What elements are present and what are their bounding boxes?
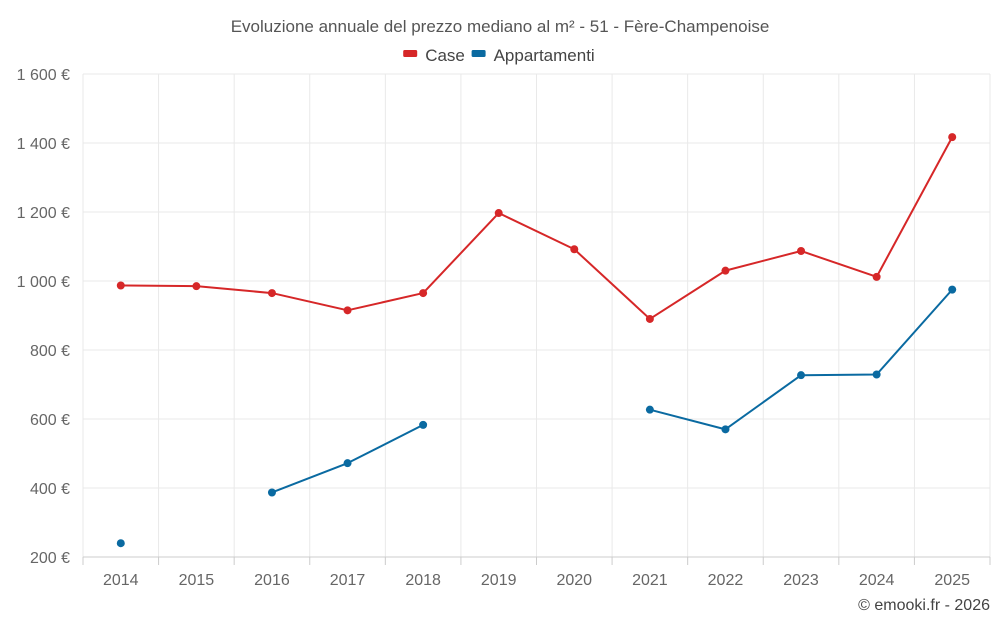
copyright-text: © emooki.fr - 2026 [858,597,990,614]
x-tick-label: 2017 [330,572,366,589]
chart-title: Evoluzione annuale del prezzo mediano al… [231,17,770,36]
y-tick-label: 1 000 € [17,274,70,291]
x-tick-label: 2020 [556,572,592,589]
y-tick-label: 800 € [30,343,70,360]
y-tick-label: 600 € [30,412,70,429]
data-point[interactable] [192,282,201,291]
data-point[interactable] [116,539,125,548]
legend-label: Case [425,46,465,65]
data-point[interactable] [721,425,730,434]
legend-swatch [403,50,418,57]
y-tick-label: 1 600 € [17,67,70,84]
legend-label: Appartamenti [494,46,595,65]
series-layer [116,133,957,548]
x-tick-label: 2025 [934,572,970,589]
x-tick-label: 2018 [405,572,441,589]
y-axis-ticks: 200 € 400 € 600 € 800 € 1 000 € 1 200 € 1 400 … [17,67,70,567]
x-tick-label: 2024 [859,572,895,589]
data-point[interactable] [570,245,579,254]
legend-item-appartamenti[interactable]: Appartamenti [471,46,595,65]
data-point[interactable] [645,405,654,414]
y-tick-label: 1 200 € [17,205,70,222]
data-point[interactable] [343,459,352,468]
series-appartamenti [116,285,957,548]
data-point[interactable] [116,281,125,290]
data-point[interactable] [948,133,957,142]
grid [82,73,991,558]
data-point[interactable] [797,246,806,255]
x-tick-label: 2019 [481,572,517,589]
data-point[interactable] [343,306,352,315]
legend-item-case[interactable]: Case [403,46,465,65]
x-axis-ticks: 2014 2015 2016 2017 2018 2019 2020 2021 2022 2023… [82,557,991,589]
data-point[interactable] [645,314,654,323]
data-point[interactable] [494,209,503,218]
series-line [120,136,954,320]
legend-swatch [471,50,486,57]
x-tick-label: 2021 [632,572,668,589]
x-tick-label: 2023 [783,572,819,589]
data-point[interactable] [872,370,881,379]
data-point[interactable] [948,285,957,294]
y-tick-label: 400 € [30,481,70,498]
data-point[interactable] [267,289,276,298]
data-point[interactable] [797,371,806,380]
data-point[interactable] [419,420,428,429]
data-point[interactable] [721,266,730,275]
x-tick-label: 2022 [708,572,744,589]
x-tick-label: 2016 [254,572,290,589]
x-tick-label: 2015 [179,572,215,589]
legend: Case Appartamenti [403,46,595,65]
y-tick-label: 200 € [30,550,70,567]
y-tick-label: 1 400 € [17,136,70,153]
data-point[interactable] [872,272,881,281]
data-point[interactable] [267,488,276,497]
series-case [116,133,957,323]
x-tick-label: 2014 [103,572,139,589]
data-point[interactable] [419,289,428,298]
